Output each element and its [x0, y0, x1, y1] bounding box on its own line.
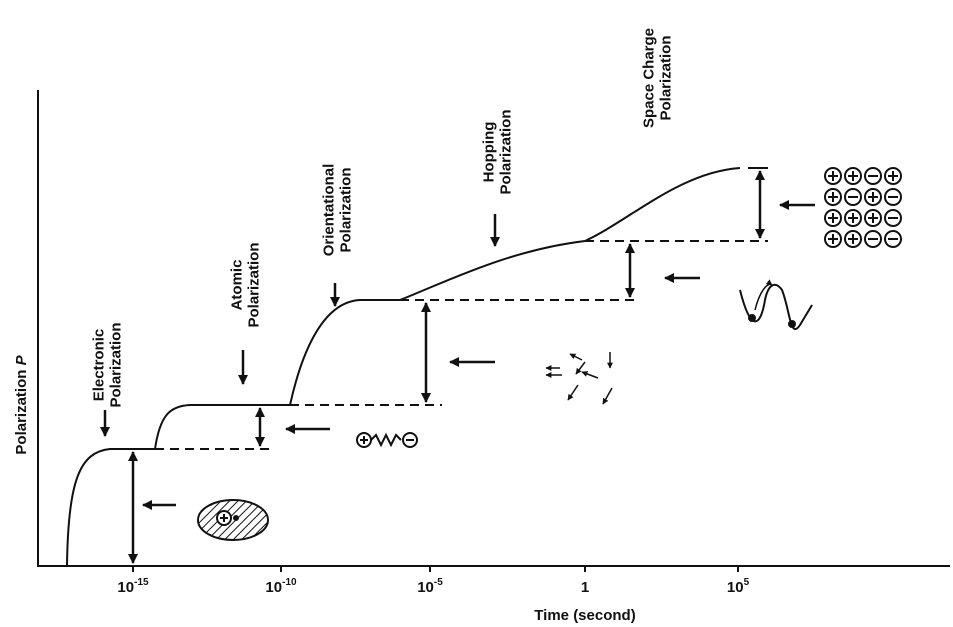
charge [884, 167, 902, 185]
x-axis-label: Time (second) [534, 607, 635, 624]
charge [844, 230, 862, 248]
polarization-label: Polarization [108, 322, 125, 407]
charge-sign [868, 213, 878, 223]
polarization-label: Polarization [246, 242, 263, 327]
charge [864, 230, 882, 248]
double-arrows [128, 167, 768, 564]
polarization-label: Atomic [229, 260, 246, 311]
charge-sign [828, 213, 838, 223]
charge [884, 230, 902, 248]
charge [884, 209, 902, 227]
polarization-label: Polarization [498, 109, 515, 194]
charge-sign [828, 171, 838, 181]
charge [844, 167, 862, 185]
charge-sign [888, 171, 898, 181]
charge [844, 209, 862, 227]
polarization-label: Hopping [481, 122, 498, 183]
x-tick-label: 1 [581, 579, 589, 596]
x-tick-label: 10-15 [117, 577, 149, 596]
polarization-label: Orientational [321, 164, 338, 257]
x-tick-label: 105 [727, 577, 750, 596]
charge-sign [868, 192, 878, 202]
axes [37, 90, 950, 572]
charge-sign [848, 213, 858, 223]
charge-sign [848, 171, 858, 181]
polarization-curve [66, 167, 741, 567]
charge-sign [848, 234, 858, 244]
icons [197, 167, 902, 541]
charge [884, 188, 902, 206]
charge [824, 230, 842, 248]
charge [824, 209, 842, 227]
polarization-label: Polarization [658, 35, 675, 120]
left-arrows [142, 200, 815, 510]
polarization-label: Space Charge [641, 28, 658, 128]
charge [824, 188, 842, 206]
x-tick-label: 10-10 [265, 577, 297, 596]
charge [864, 167, 882, 185]
dashed-levels [155, 240, 768, 450]
x-tick-label: 10-5 [417, 577, 443, 596]
y-axis-label: Polarization P [13, 354, 30, 454]
charge [824, 167, 842, 185]
charge-sign [828, 234, 838, 244]
charge [864, 209, 882, 227]
charge [844, 188, 862, 206]
charge [864, 188, 882, 206]
polarization-label: Electronic [91, 329, 108, 402]
polarization-label: Polarization [338, 167, 355, 252]
charge-sign [828, 192, 838, 202]
